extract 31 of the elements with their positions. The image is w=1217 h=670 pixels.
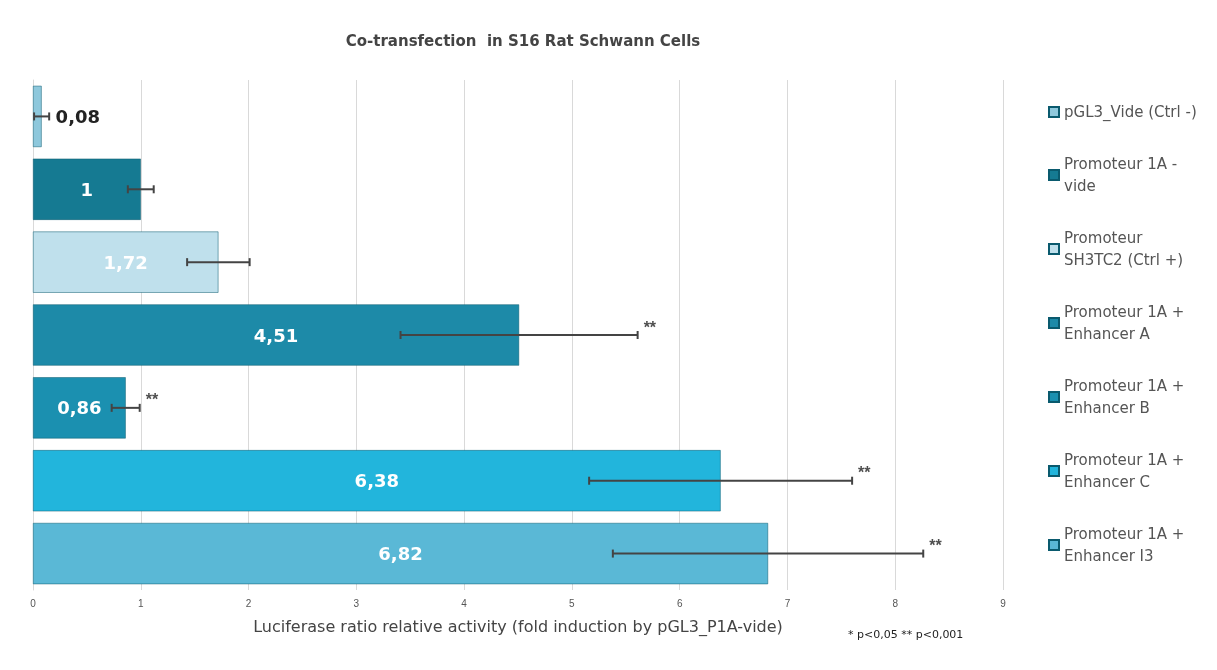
annotation: ** (145, 391, 159, 409)
annotation: ** (643, 318, 657, 336)
x-tick-label: 3 (353, 597, 360, 609)
data-label: 4,51 (253, 324, 299, 346)
x-tick-label: 6 (676, 597, 683, 609)
x-tick-label: 7 (784, 597, 791, 609)
data-label: 1,72 (103, 251, 148, 273)
annotation: ** (858, 464, 872, 482)
text: * p<0,05 ** p<0,001 (848, 628, 964, 641)
legend-label: pGL3_Vide (Ctrl -) (1064, 103, 1197, 122)
x-axis-title: Luciferase ratio relative activity (fold induction by pGL3_P1A-vide) (253, 616, 783, 637)
x-tick-label: 5 (569, 597, 576, 609)
data-label: 6,38 (354, 470, 400, 492)
legend-label: Promoteur 1A + Enhancer B (1064, 377, 1190, 417)
chart-title: Co-transfection in S16 Rat Schwann Cells (345, 31, 701, 50)
x-tick-label: 9 (1000, 597, 1007, 609)
x-tick-label: 2 (245, 597, 252, 609)
legend-label: Promoteur 1A + Enhancer A (1064, 303, 1190, 343)
legend-label: Promoteur 1A + Enhancer I3 (1064, 525, 1190, 565)
legend-label: Promoteur 1A - vide (1064, 155, 1182, 195)
data-label: 6,82 (378, 543, 423, 565)
x-tick-label: 1 (138, 597, 144, 609)
legend-label: Promoteur 1A + Enhancer C (1064, 451, 1190, 491)
x-tick-label: 8 (892, 597, 899, 609)
data-label: 1 (80, 178, 94, 200)
x-tick-label: 4 (461, 597, 468, 609)
annotation: ** (929, 537, 943, 555)
x-tick-label: 0 (30, 597, 37, 609)
data-label: 0,08 (55, 105, 101, 127)
legend-label: Promoteur SH3TC2 (Ctrl +) (1064, 229, 1184, 269)
data-label: 0,86 (57, 397, 102, 419)
